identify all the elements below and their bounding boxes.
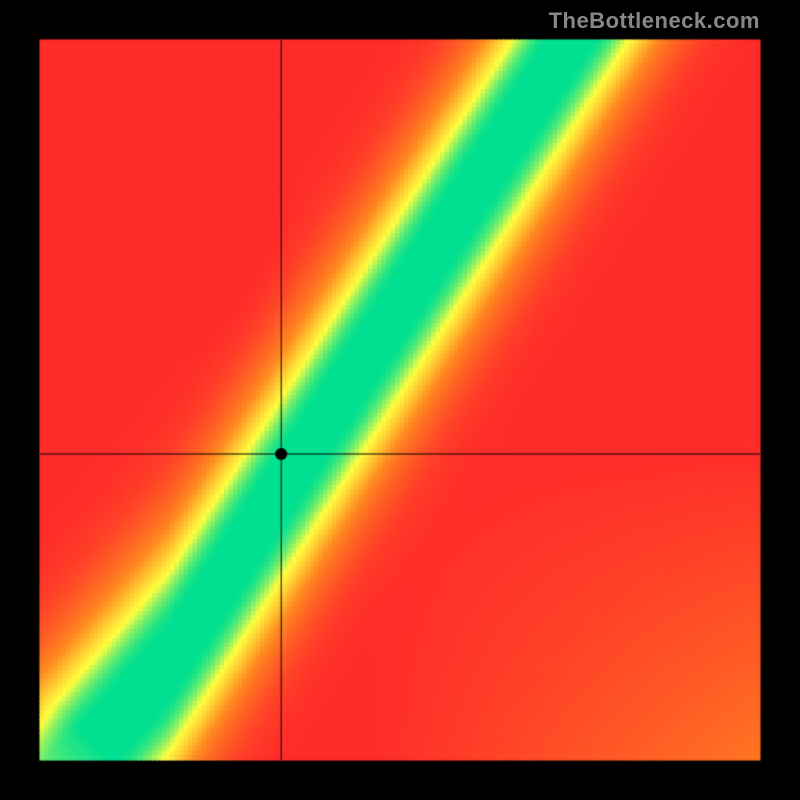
watermark-text: TheBottleneck.com (549, 8, 760, 34)
bottleneck-heatmap (0, 0, 800, 800)
